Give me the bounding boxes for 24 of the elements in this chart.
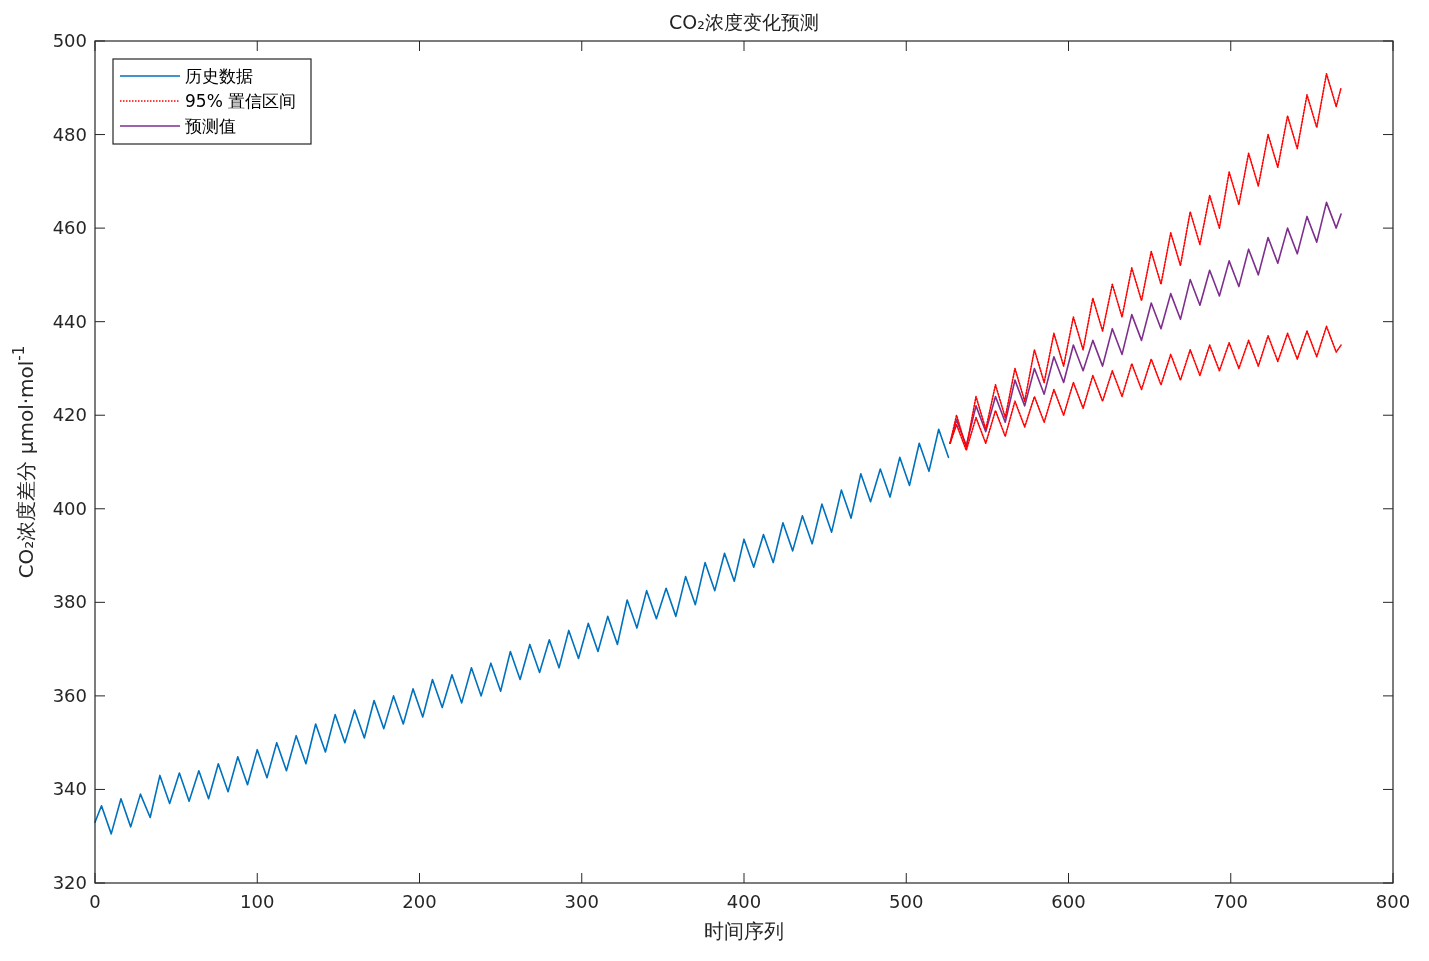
y-tick-label: 360 (52, 684, 87, 706)
x-tick-label: 300 (564, 891, 599, 912)
x-axis-title: 时间序列 (704, 919, 784, 943)
y-tick-label: 500 (52, 30, 87, 51)
legend-label: 预测值 (185, 116, 236, 136)
y-tick-label: 480 (52, 123, 87, 145)
y-tick-label: 380 (52, 591, 87, 613)
legend-label: 95% 置信区间 (185, 91, 297, 111)
x-tick-label: 400 (726, 891, 762, 912)
y-tick-label: 400 (52, 497, 87, 519)
y-tick-label: 420 (52, 404, 87, 426)
y-tick-label: 440 (52, 310, 87, 332)
x-tick-label: 700 (1213, 891, 1248, 912)
x-tick-label: 100 (240, 891, 275, 912)
y-tick-label: 460 (52, 217, 87, 239)
legend-label: 历史数据 (185, 66, 253, 86)
x-tick-label: 800 (1375, 891, 1411, 912)
x-tick-label: 0 (89, 891, 101, 912)
y-tick-label: 320 (52, 872, 87, 893)
chart-title: CO₂浓度变化预测 (669, 11, 819, 33)
x-tick-label: 500 (889, 891, 924, 912)
x-tick-label: 600 (1051, 891, 1086, 912)
y-tick-label: 340 (52, 778, 87, 800)
x-tick-label: 200 (402, 891, 437, 912)
